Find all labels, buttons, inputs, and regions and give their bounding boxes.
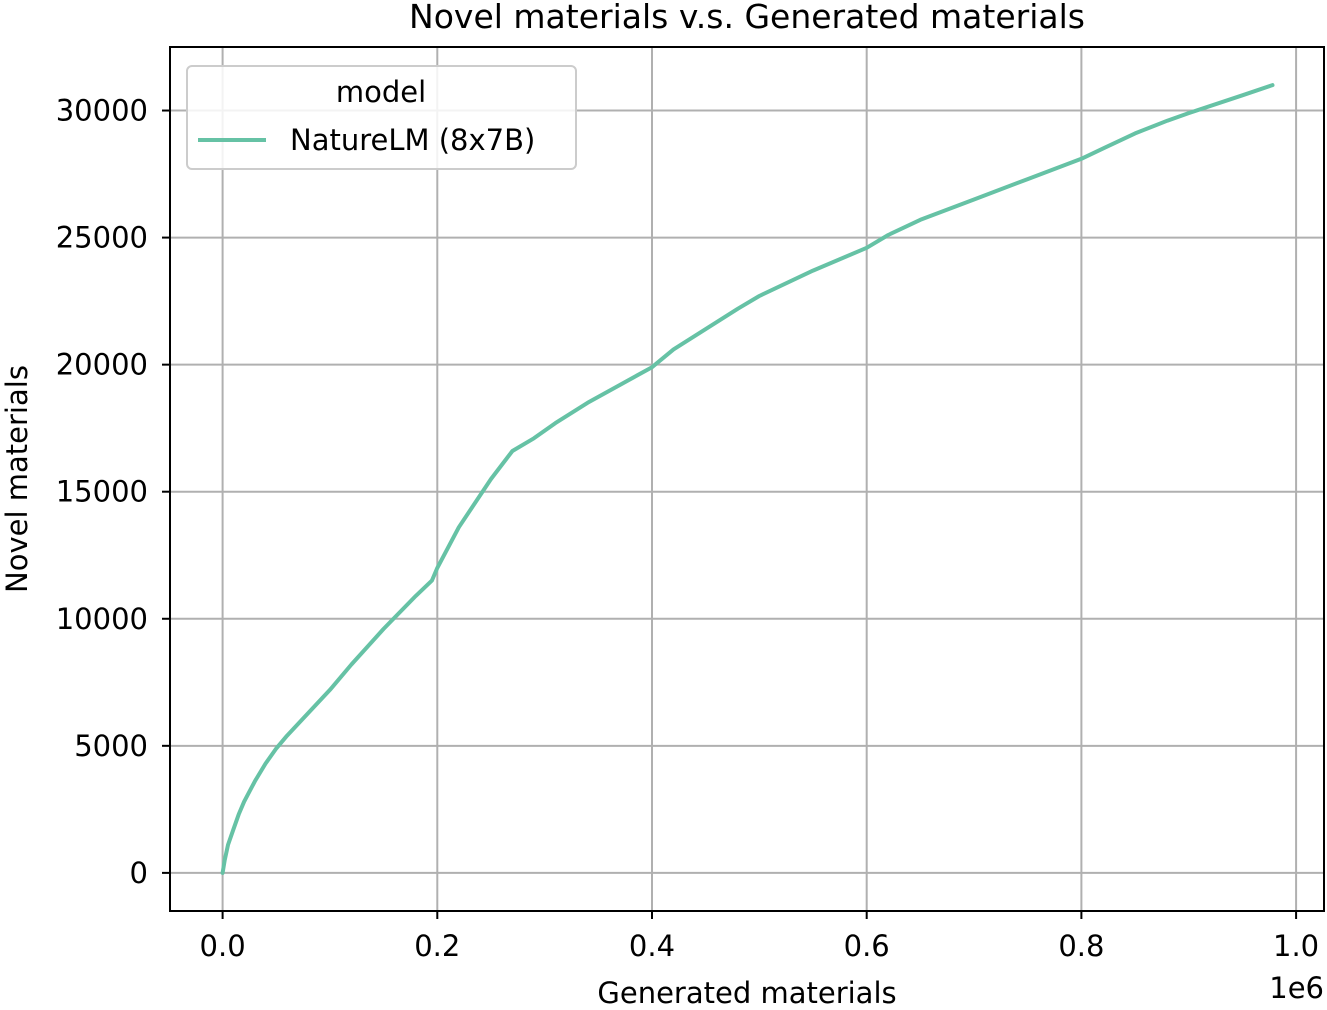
series-line-0 [220, 83, 1275, 875]
x-tick-label: 0.0 [200, 929, 246, 963]
y-tick-label: 25000 [56, 221, 148, 255]
x-axis-label: Generated materials [597, 976, 896, 1010]
y-tick-label: 30000 [56, 94, 148, 128]
x-tick-label: 0.4 [629, 929, 675, 963]
chart-title: Novel materials v.s. Generated materials [409, 0, 1085, 36]
y-axis-label: Novel materials [0, 365, 34, 593]
x-tick-label: 0.8 [1058, 929, 1104, 963]
legend: model NatureLM (8x7B) [186, 65, 577, 170]
y-tick-label: 15000 [56, 475, 148, 509]
x-tick-label: 0.2 [414, 929, 460, 963]
y-tick-label: 5000 [74, 729, 148, 763]
series-layer [220, 83, 1275, 875]
legend-title: model [336, 75, 426, 109]
y-tick-label: 20000 [56, 348, 148, 382]
grid [170, 47, 1324, 911]
ticks: 0.0 0.2 0.4 0.6 0.8 1.0 0 5000 10000 15000 20000 25… [56, 94, 1319, 963]
x-tick-label: 1.0 [1273, 929, 1319, 963]
y-tick-label: 0 [130, 856, 148, 890]
legend-entry-label: NatureLM (8x7B) [290, 123, 535, 157]
x-axis-offset-label: 1e6 [1269, 971, 1324, 1005]
plot-frame [169, 46, 1325, 912]
y-tick-label: 10000 [56, 602, 148, 636]
legend-box [186, 65, 577, 170]
x-tick-label: 0.6 [844, 929, 890, 963]
